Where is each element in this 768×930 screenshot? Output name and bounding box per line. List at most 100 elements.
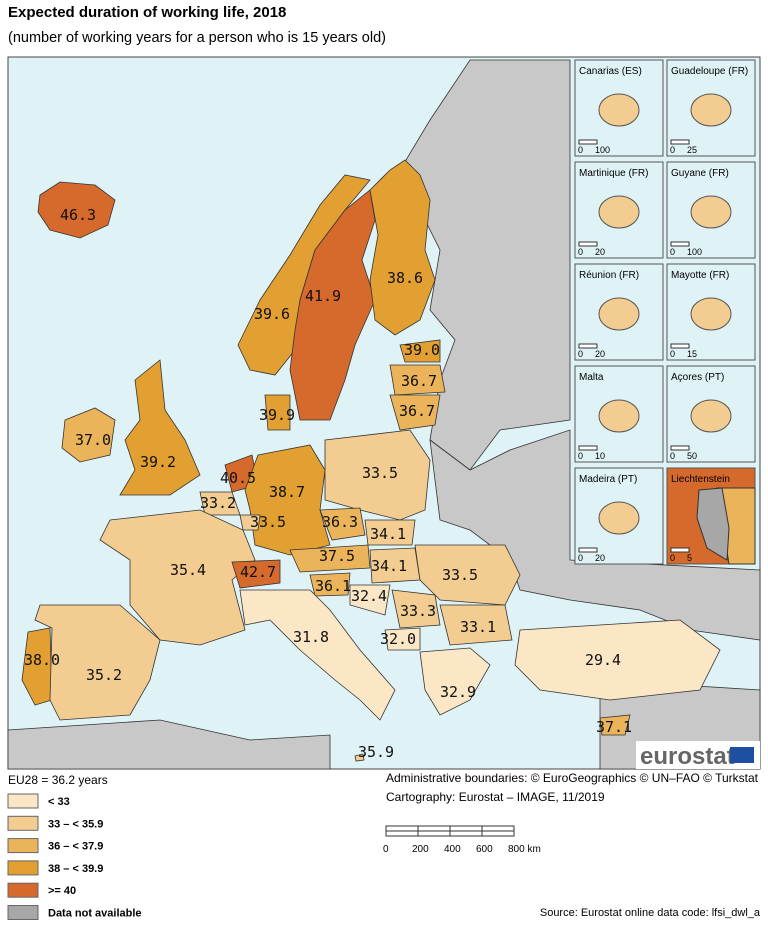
legend-swatch [7, 815, 39, 831]
inset-land [690, 399, 732, 433]
finland [369, 159, 436, 336]
greece [419, 647, 491, 716]
inset-land [598, 501, 640, 535]
inset-scale [578, 241, 598, 247]
inset-land [598, 399, 640, 433]
inset-scale [578, 445, 598, 451]
inset-scale-label: 0 [578, 553, 583, 563]
slovenia [309, 572, 351, 597]
country-value: 35.4 [170, 561, 206, 579]
austria [289, 544, 371, 573]
legend-label: Data not available [48, 908, 142, 920]
serbia [391, 589, 441, 629]
country-value: 33.5 [442, 566, 478, 584]
latvia [389, 364, 446, 396]
inset-name: Guadeloupe (FR) [671, 66, 748, 77]
north-macedonia [384, 627, 421, 651]
france [99, 509, 256, 646]
inset-scale-label: 0 [578, 247, 583, 257]
country-value: 38.6 [387, 269, 423, 287]
denmark [264, 394, 291, 431]
country-value: 35.2 [86, 666, 122, 684]
scalebar: 0 200 400 600 800 km [383, 825, 541, 855]
switzerland [231, 559, 281, 589]
legend-swatch [7, 793, 39, 809]
scalebar-label: 400 [444, 844, 461, 855]
inset-name: Martinique (FR) [579, 168, 648, 179]
inset-scale-label: 0 [670, 451, 675, 461]
inset-name: Açores (PT) [671, 372, 724, 383]
country-value: 32.9 [440, 683, 476, 701]
country-value: 33.5 [250, 513, 286, 531]
country-value: 38.0 [24, 651, 60, 669]
country-value: 33.5 [362, 464, 398, 482]
country-value: 33.1 [460, 618, 496, 636]
uk [119, 359, 201, 496]
country-value: 39.6 [254, 305, 290, 323]
inset-land [696, 487, 730, 561]
logo: eurostat [636, 741, 760, 770]
logo-text: eurostat [640, 743, 735, 770]
country-value: 33.3 [400, 602, 436, 620]
croatia [349, 584, 391, 616]
country-value: 29.4 [585, 651, 621, 669]
legend-swatch [7, 882, 39, 898]
inset-scale-label: 25 [687, 145, 697, 155]
scalebar-label: 800 km [508, 844, 541, 855]
inset-name: Réunion (FR) [579, 270, 639, 281]
legend-title: EU28 = 36.2 years [8, 773, 108, 787]
inset-scale-label: 0 [578, 145, 583, 155]
inset-name: Guyane (FR) [671, 168, 729, 179]
iceland [37, 181, 116, 239]
inset-land [598, 93, 640, 127]
inset-scale-label: 10 [595, 451, 605, 461]
country-value: 39.9 [259, 406, 295, 424]
legend-label: 33 – < 35.9 [48, 818, 103, 830]
credit-cartography: Cartography: Eurostat – IMAGE, 11/2019 [386, 790, 605, 804]
inset-scale [578, 547, 598, 553]
inset-scale-label: 20 [595, 553, 605, 563]
country-value: 34.1 [371, 557, 407, 575]
country-value: 39.0 [404, 341, 440, 359]
italy [239, 589, 396, 721]
land-other [7, 719, 331, 770]
czechia [319, 507, 366, 541]
inset-scale-label: 50 [687, 451, 697, 461]
country-value: 35.9 [358, 743, 394, 761]
inset-scale-label: 0 [670, 349, 675, 359]
scalebar-label: 600 [476, 844, 493, 855]
country-value: 32.4 [351, 587, 387, 605]
inset-land [598, 297, 640, 331]
inset-scale [670, 139, 690, 145]
country-value: 38.7 [269, 483, 305, 501]
map-labels: 46.3 41.9 38.6 39.6 39.0 36.7 36.7 39.9 37.0 39.2… [24, 206, 632, 761]
inset-scale [670, 343, 690, 349]
country-value: 36.7 [401, 372, 437, 390]
inset-scale-label: 20 [595, 349, 605, 359]
country-value: 34.1 [370, 525, 406, 543]
country-value: 40.5 [220, 469, 256, 487]
malta [354, 753, 365, 762]
inset-scale [670, 241, 690, 247]
inset-scale [578, 343, 598, 349]
inset-name: Liechtenstein [671, 474, 730, 485]
country-value: 37.1 [596, 718, 632, 736]
country-value: 39.2 [140, 453, 176, 471]
luxembourg [239, 514, 261, 531]
portugal [21, 627, 53, 706]
inset-name: Madeira (PT) [579, 474, 637, 485]
inset-land [690, 93, 732, 127]
country-value: 46.3 [60, 206, 96, 224]
legend-swatch [7, 860, 39, 876]
inset-scale-label: 100 [595, 145, 610, 155]
eu-flag [730, 747, 754, 763]
legend-swatch [7, 905, 39, 920]
subtitle: (number of working years for a person wh… [8, 30, 386, 46]
country-value: 31.8 [293, 628, 329, 646]
estonia [399, 339, 441, 363]
turkey [514, 619, 721, 701]
country-value: 36.7 [399, 402, 435, 420]
inset-scale-label: 100 [687, 247, 702, 257]
